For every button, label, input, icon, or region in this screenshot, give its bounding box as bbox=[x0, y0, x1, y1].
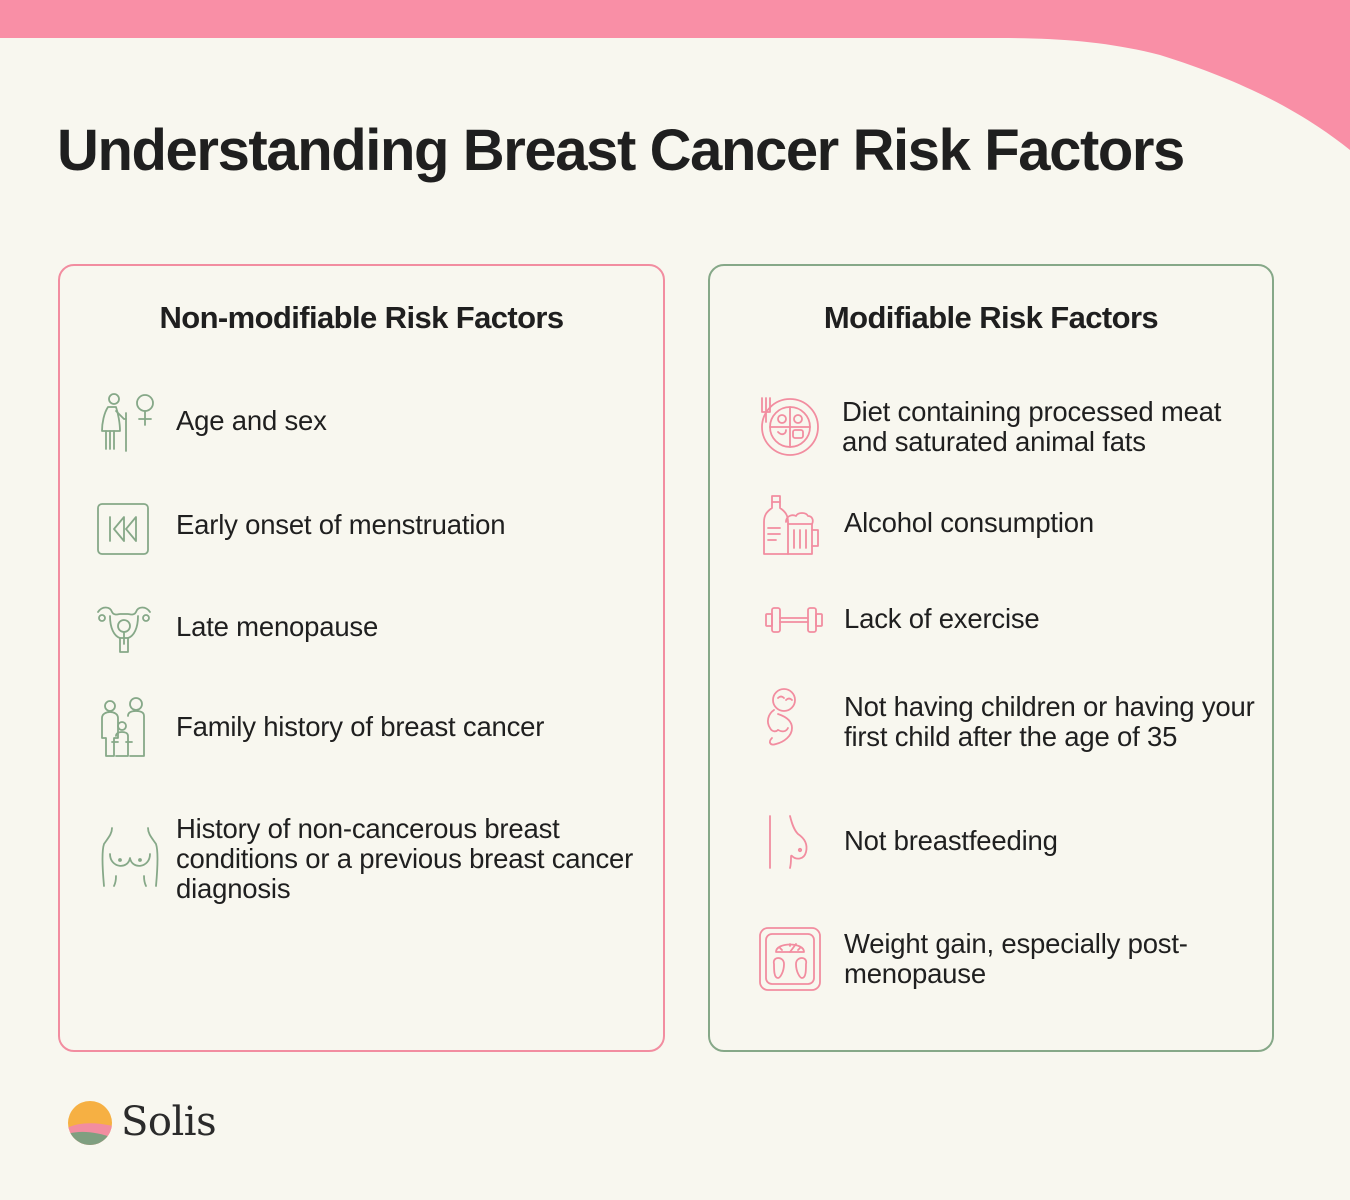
factor-label: History of non-cancerous breast conditio… bbox=[176, 813, 634, 904]
breast-icon bbox=[766, 814, 812, 870]
factor-label: Weight gain, especially post-menopause bbox=[844, 928, 1188, 989]
bottle-beer-icon bbox=[762, 494, 822, 556]
non-modifiable-panel: Non-modifiable Risk Factors Age and sex bbox=[58, 264, 665, 1052]
factor-label: Family history of breast cancer bbox=[176, 711, 545, 742]
solis-logo: Solis bbox=[67, 1098, 237, 1148]
page-title: Understanding Breast Cancer Risk Factors bbox=[57, 118, 1185, 183]
uterus-icon bbox=[94, 604, 154, 658]
modifiable-panel: Modifiable Risk Factors Diet containing … bbox=[708, 264, 1274, 1052]
family-icon bbox=[98, 696, 152, 760]
top-pink-band bbox=[0, 0, 1350, 150]
baby-icon bbox=[764, 686, 800, 750]
factor-label: Age and sex bbox=[176, 405, 327, 436]
modifiable-heading: Modifiable Risk Factors bbox=[823, 300, 1159, 335]
scale-icon bbox=[758, 926, 822, 992]
solis-logo-icon bbox=[67, 1100, 113, 1151]
rewind-icon bbox=[96, 502, 150, 556]
elderly-woman-female-symbol-icon bbox=[96, 391, 158, 455]
factor-label: Lack of exercise bbox=[844, 603, 1040, 634]
chest-icon bbox=[100, 824, 160, 888]
factor-label: Diet containing processed meat and satur… bbox=[842, 396, 1222, 457]
food-plate-icon bbox=[756, 394, 820, 460]
factor-label: Not breastfeeding bbox=[844, 825, 1058, 856]
factor-label: Early onset of menstruation bbox=[176, 509, 506, 540]
factor-label: Late menopause bbox=[176, 611, 379, 642]
non-modifiable-heading: Non-modifiable Risk Factors bbox=[159, 300, 564, 335]
factor-label: Not having children or having your first… bbox=[844, 691, 1255, 752]
factor-label: Alcohol consumption bbox=[844, 507, 1094, 538]
brand-name: Solis bbox=[121, 1099, 217, 1145]
dumbbell-icon bbox=[764, 604, 824, 636]
